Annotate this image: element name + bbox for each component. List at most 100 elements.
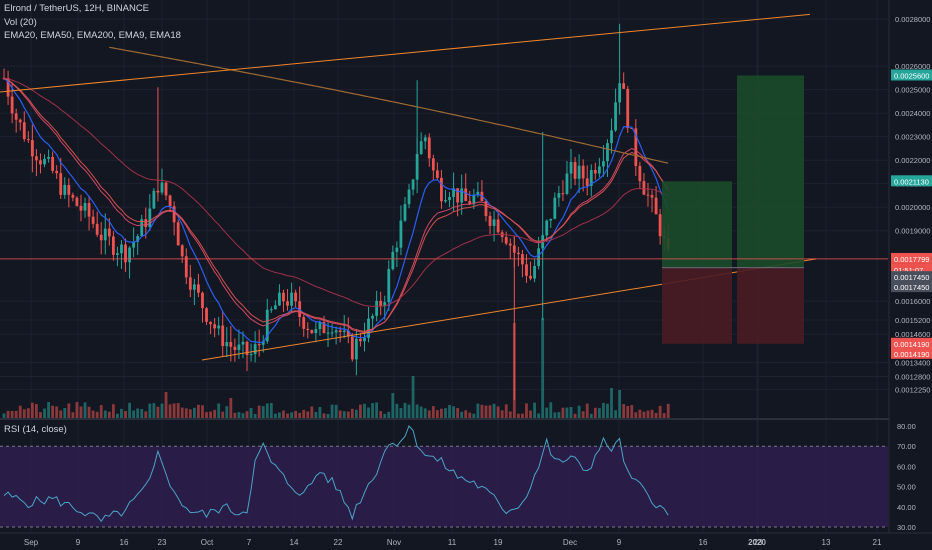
volume-bar [456, 408, 460, 418]
candle-body [622, 83, 626, 89]
price-tick-label: 0.0012800 [895, 372, 930, 381]
candle-body [654, 197, 658, 215]
price-tag [891, 271, 932, 283]
price-tag-label: 0.0017450 [894, 283, 929, 292]
candle-body [233, 346, 237, 351]
time-tick-label: Dec [563, 538, 577, 547]
symbol-legend: Elrond / TetherUS, 12H, BINANCE [4, 3, 150, 14]
volume-bar [314, 412, 318, 418]
price-tick-label: 0.0028000 [895, 15, 930, 24]
volume-bar [593, 407, 597, 418]
volume-bar [488, 405, 492, 418]
volume-bar [124, 410, 127, 418]
volume-bar [585, 403, 589, 418]
candle-body [573, 162, 577, 179]
volume-bar [342, 411, 346, 418]
candle-body [201, 292, 204, 309]
volume-bar [310, 406, 314, 418]
volume-bar [581, 411, 585, 418]
profit-zone [737, 75, 804, 268]
volume-bar [464, 410, 468, 418]
volume-bar [47, 402, 50, 418]
volume-bar [168, 404, 172, 418]
candle-body [116, 253, 119, 255]
candle-body [577, 165, 581, 179]
volume-bar [136, 408, 140, 418]
price-tag [891, 69, 932, 81]
volume-bar [132, 410, 136, 418]
price-tag-label: 0.0017450 [894, 273, 929, 282]
volume-bar [654, 412, 658, 418]
volume-bar [233, 412, 237, 418]
ema-legend: EMA20, EMA50, EMA200, EMA9, EMA18 [4, 30, 181, 41]
volume-bar [354, 409, 358, 418]
candle-body [427, 137, 431, 159]
volume-bar [565, 407, 569, 418]
candle-body [245, 341, 249, 356]
candle-body [120, 244, 123, 254]
candle-body [371, 315, 374, 319]
volume-bar [468, 412, 472, 418]
position-boxes [662, 75, 804, 344]
candle-body [257, 344, 261, 346]
volume-bar [375, 402, 379, 418]
candle-body [278, 292, 281, 306]
volume-bar [589, 413, 593, 418]
candle-body [290, 292, 293, 306]
price-tick-label: 0.0022000 [895, 156, 930, 165]
volume-bar [79, 406, 83, 418]
volume-bar [67, 403, 71, 418]
candle-body [399, 220, 403, 248]
candle-body [646, 194, 650, 196]
price-tag-label: 0.0017799 [894, 255, 929, 264]
volume-bar [225, 406, 229, 418]
volume-bar [221, 411, 225, 418]
volume-bar [286, 413, 289, 418]
volume-bar [128, 402, 131, 418]
candle-body [294, 292, 298, 302]
volume-bar [152, 403, 156, 418]
volume-bar [83, 402, 87, 418]
candle-body [597, 166, 601, 174]
price-tag-label: 0.0021130 [894, 177, 929, 186]
volume-bar [614, 410, 617, 418]
volume-bar [666, 403, 670, 418]
volume-bar [545, 407, 549, 418]
price-tag [891, 347, 932, 359]
candle-body [87, 203, 91, 217]
price-tag [891, 281, 932, 293]
volume-bar [148, 403, 152, 418]
time-tick-label: Oct [201, 538, 214, 547]
time-tick-label: 7 [247, 538, 252, 547]
volume-bar [253, 413, 257, 418]
volume-bar [650, 409, 654, 418]
price-tick-label: 0.0025000 [895, 86, 930, 95]
volume-bar [43, 408, 46, 418]
candle-body [140, 219, 144, 237]
volume-bar [610, 388, 613, 418]
candle-body [132, 241, 136, 248]
candle-body [164, 182, 168, 196]
volume-bar [290, 412, 293, 418]
volume-bar [144, 411, 148, 418]
price-tick-label: 0.0013400 [895, 358, 930, 367]
volume-bar [265, 403, 269, 418]
candle-body [650, 195, 654, 198]
candle-body [180, 245, 184, 257]
ema20-line [3, 77, 669, 332]
rsi-tick-label: 50.00 [897, 483, 916, 492]
volume-bar [197, 404, 200, 418]
ema50-line [3, 77, 669, 307]
candle-body [205, 308, 208, 322]
time-tick-label: 16 [120, 538, 129, 547]
volume-bar [103, 410, 107, 418]
candle-body [302, 317, 306, 329]
candle-body [83, 203, 87, 211]
time-tick-label: 11 [448, 538, 457, 547]
volume-bar [99, 405, 103, 418]
candle-body [47, 156, 50, 159]
candle-body [346, 330, 350, 337]
price-tag-label: 0.0014190 [894, 340, 929, 349]
candle-body [395, 247, 399, 252]
price-tag-label: 0.0014190 [894, 350, 929, 359]
